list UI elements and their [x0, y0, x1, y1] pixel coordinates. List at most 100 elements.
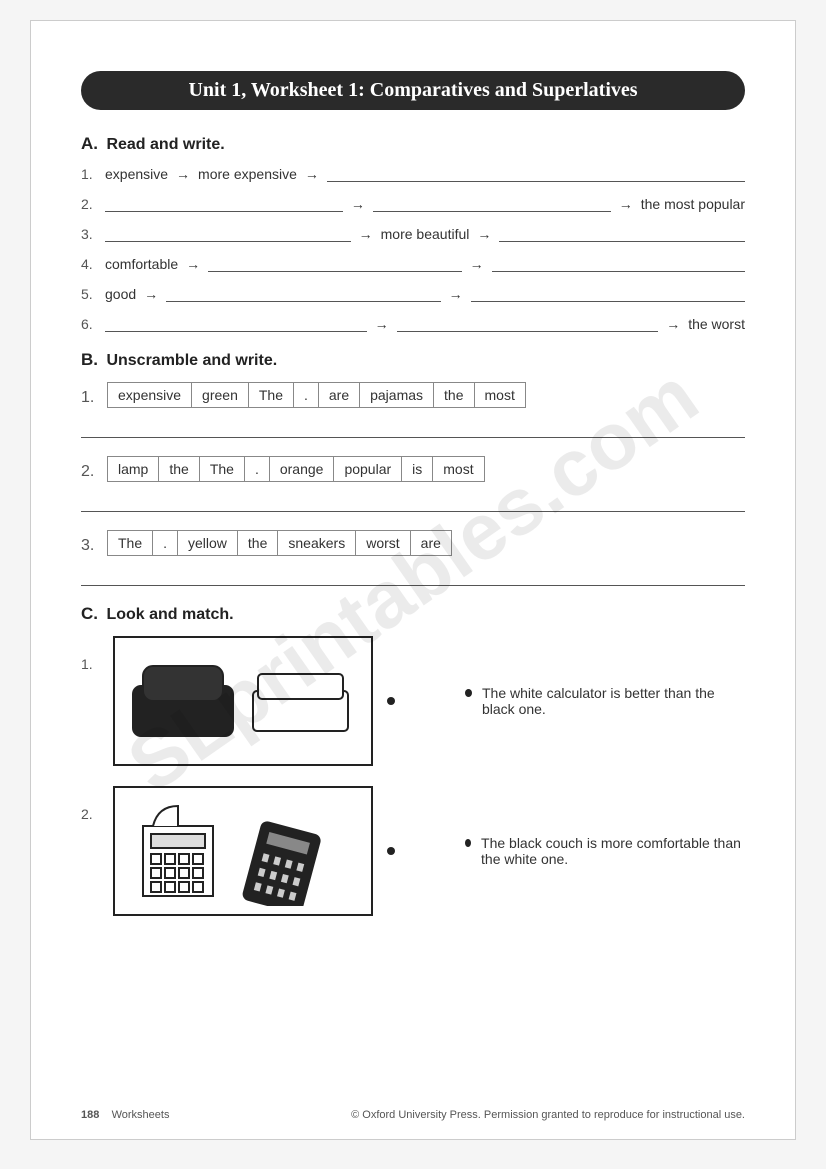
- blank-line[interactable]: [471, 288, 745, 302]
- page-footer: 188 Worksheets © Oxford University Press…: [81, 1109, 745, 1121]
- scramble-word: The: [108, 531, 153, 555]
- footer-label: Worksheets: [112, 1109, 170, 1121]
- section-a-letter: A.: [81, 134, 98, 153]
- arrow-icon: →: [357, 226, 375, 242]
- section-b-text: Unscramble and write.: [106, 352, 277, 369]
- blank-line[interactable]: [373, 198, 611, 212]
- scramble-item: 2. lamptheThe.orangepopularismost: [81, 456, 745, 512]
- row-number: 4.: [81, 256, 99, 272]
- scramble-word: pajamas: [360, 383, 434, 407]
- blank-line[interactable]: [208, 258, 461, 272]
- answer-line[interactable]: [81, 420, 745, 438]
- section-b-heading: B. Unscramble and write.: [81, 350, 745, 370]
- scramble-word: .: [245, 457, 270, 481]
- scramble-word: worst: [356, 531, 410, 555]
- blank-line[interactable]: [492, 258, 745, 272]
- row-number: 1.: [81, 166, 99, 182]
- scramble-word: are: [319, 383, 360, 407]
- row-number: 1.: [81, 389, 99, 407]
- blank-line[interactable]: [105, 228, 351, 242]
- section-a-row: 5. good → →: [81, 286, 745, 302]
- section-a-row: 2. → → the most popular: [81, 196, 745, 212]
- worksheet-title: Unit 1, Worksheet 1: Comparatives and Su…: [81, 71, 745, 110]
- scramble-box: The.yellowthesneakersworstare: [107, 530, 452, 556]
- given-word: comfortable: [105, 256, 178, 272]
- blank-line[interactable]: [499, 228, 745, 242]
- row-number: 2.: [81, 463, 99, 481]
- blank-line[interactable]: [105, 318, 367, 332]
- blank-line[interactable]: [327, 168, 745, 182]
- row-number: 2.: [81, 196, 99, 212]
- row-number: 5.: [81, 286, 99, 302]
- given-word: more expensive: [198, 166, 297, 182]
- match-sentence: The white calculator is better than the …: [482, 685, 745, 717]
- row-number: 3.: [81, 226, 99, 242]
- scramble-word: expensive: [108, 383, 192, 407]
- scramble-box: expensivegreenThe.arepajamasthemost: [107, 382, 526, 408]
- section-c-items: 1. The white calculator is better than th…: [81, 636, 745, 916]
- section-c-heading: C. Look and match.: [81, 604, 745, 624]
- given-word: expensive: [105, 166, 168, 182]
- arrow-icon: →: [174, 166, 192, 182]
- scramble-box: lamptheThe.orangepopularismost: [107, 456, 485, 482]
- blank-line[interactable]: [166, 288, 440, 302]
- arrow-icon: →: [184, 256, 202, 272]
- blank-line[interactable]: [105, 198, 343, 212]
- picture-box: [113, 636, 373, 766]
- section-a-text: Read and write.: [106, 136, 224, 153]
- scramble-word: the: [434, 383, 474, 407]
- arrow-icon: →: [373, 316, 391, 332]
- match-dot-icon[interactable]: [465, 839, 471, 847]
- arrow-icon: →: [468, 256, 486, 272]
- footer-copyright: © Oxford University Press. Permission gr…: [351, 1109, 745, 1121]
- scramble-word: popular: [334, 457, 402, 481]
- match-text: The white calculator is better than the …: [465, 685, 745, 717]
- scramble-word: lamp: [108, 457, 159, 481]
- section-b-items: 1. expensivegreenThe.arepajamasthemost 2. l…: [81, 382, 745, 586]
- scramble-word: yellow: [178, 531, 238, 555]
- worksheet-page: Unit 1, Worksheet 1: Comparatives and Su…: [30, 20, 796, 1140]
- given-word: the worst: [688, 316, 745, 332]
- scramble-item: 1. expensivegreenThe.arepajamasthemost: [81, 382, 745, 438]
- given-word: the most popular: [641, 196, 745, 212]
- scramble-word: .: [153, 531, 178, 555]
- scramble-word: The: [249, 383, 294, 407]
- given-word: good: [105, 286, 136, 302]
- scramble-word: is: [402, 457, 433, 481]
- scramble-word: most: [433, 457, 483, 481]
- page-number: 188: [81, 1109, 99, 1121]
- match-row: 1. The white calculator is better than th…: [81, 636, 745, 766]
- section-a-rows: 1.expensive→more expensive→2.→→the most …: [81, 166, 745, 332]
- section-a-row: 4. comfortable → →: [81, 256, 745, 272]
- footer-left: 188 Worksheets: [81, 1109, 169, 1121]
- scramble-word: The: [200, 457, 245, 481]
- section-a-heading: A. Read and write.: [81, 134, 745, 154]
- section-a-row: 6.→→the worst: [81, 316, 745, 332]
- scramble-word: orange: [270, 457, 335, 481]
- arrow-icon: →: [475, 226, 493, 242]
- scramble-word: the: [238, 531, 278, 555]
- section-a-row: 3. → more beautiful →: [81, 226, 745, 242]
- arrow-icon: →: [349, 196, 367, 212]
- blank-line[interactable]: [397, 318, 659, 332]
- arrow-icon: →: [447, 286, 465, 302]
- match-dot-icon[interactable]: [465, 689, 472, 697]
- match-dot-icon[interactable]: [387, 847, 395, 855]
- row-number: 3.: [81, 537, 99, 555]
- given-word: more beautiful: [381, 226, 470, 242]
- picture-box: [113, 786, 373, 916]
- answer-line[interactable]: [81, 568, 745, 586]
- row-number: 2.: [81, 806, 99, 822]
- match-text: The black couch is more comfortable than…: [465, 835, 745, 867]
- scramble-word: sneakers: [278, 531, 356, 555]
- arrow-icon: →: [617, 196, 635, 212]
- row-number: 1.: [81, 656, 99, 672]
- match-row: 2. The black couch is more comfortable th…: [81, 786, 745, 916]
- match-dot-icon[interactable]: [387, 697, 395, 705]
- section-a-row: 1.expensive→more expensive→: [81, 166, 745, 182]
- scramble-word: .: [294, 383, 319, 407]
- match-sentence: The black couch is more comfortable than…: [481, 835, 745, 867]
- answer-line[interactable]: [81, 494, 745, 512]
- arrow-icon: →: [142, 286, 160, 302]
- scramble-word: the: [159, 457, 199, 481]
